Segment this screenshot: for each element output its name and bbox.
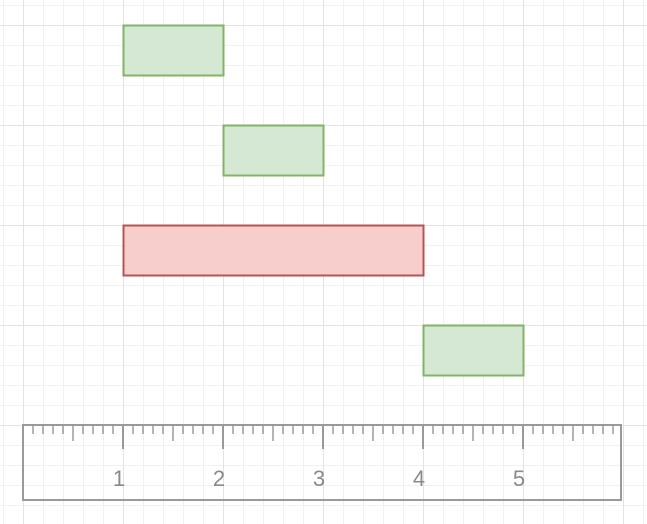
ruler-ticks bbox=[32, 425, 614, 449]
ruler-label: 3 bbox=[313, 466, 325, 491]
highlighted-interval-bar[interactable] bbox=[122, 224, 425, 277]
ruler-labels: 1 2 3 4 5 bbox=[113, 466, 525, 491]
interval-bar[interactable] bbox=[222, 124, 325, 177]
ruler-label: 2 bbox=[213, 466, 225, 491]
ruler-label: 1 bbox=[113, 466, 125, 491]
ruler-label: 4 bbox=[413, 466, 425, 491]
interval-bar[interactable] bbox=[122, 24, 225, 77]
ruler-label: 5 bbox=[513, 466, 525, 491]
interval-bar[interactable] bbox=[422, 324, 525, 377]
interval-bars bbox=[122, 24, 525, 377]
ruler: 1 2 3 4 5 bbox=[22, 424, 622, 501]
